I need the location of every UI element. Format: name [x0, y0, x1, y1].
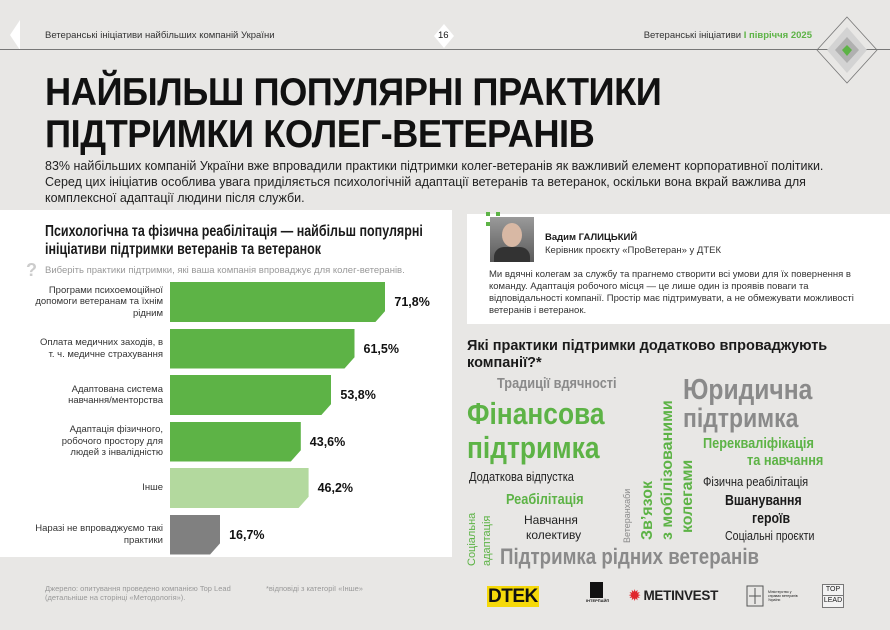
bar-label: Оплата медичних заходів, в т. ч. медичне… — [39, 337, 163, 360]
word: героїв — [752, 511, 791, 527]
word: Перекваліфікація — [703, 435, 814, 452]
interpipe-logo: ІНТЕРПАЙП — [586, 582, 609, 610]
word: Соціальна — [466, 512, 478, 566]
header-right: Ветеранські ініціативи І півріччя 2025 — [643, 30, 812, 41]
ministry-logo: Міністерство у справах ветеранів України — [745, 584, 798, 608]
bar-value: 61,5% — [363, 341, 399, 356]
word: Додаткова відпустка — [469, 469, 574, 484]
word: Юридична — [683, 374, 813, 406]
word: адаптація — [481, 515, 493, 566]
word: колегами — [679, 459, 696, 533]
diamond-logo-icon — [816, 16, 878, 84]
bar-label: Наразі не впроваджуємо такі практики — [35, 523, 163, 546]
word: Підтримка рідних ветеранів — [500, 544, 760, 569]
word: з мобілізованими — [659, 400, 676, 540]
toplead-logo: TOP LEAD — [822, 584, 844, 608]
bar — [170, 329, 355, 369]
bar — [170, 422, 301, 462]
bar — [170, 282, 385, 322]
bar — [170, 468, 309, 508]
chart-question: Виберіть практики підтримки, які ваша ко… — [45, 265, 405, 276]
word: Соціальні проєкти — [725, 529, 815, 543]
bar-value: 71,8% — [394, 295, 430, 309]
source-note: Джерело: опитування проведено компанією … — [45, 584, 231, 602]
word: Фізична реабілітація — [703, 474, 809, 489]
speaker-role: Керівник проєкту «ПроВетеран» у ДТЕК — [545, 245, 722, 256]
bar-label: Адаптована система навчання/менторства — [68, 383, 163, 407]
word: Зв’язок — [639, 481, 656, 540]
bar-value: 43,6% — [309, 434, 346, 449]
page-number-badge: 16 — [434, 24, 454, 48]
dtek-logo: DTEK — [487, 586, 539, 607]
quote-text: Ми вдячні колегам за службу та прагнемо … — [489, 269, 854, 316]
speaker-photo — [490, 217, 534, 262]
bar — [170, 515, 220, 555]
word: та навчання — [747, 452, 824, 469]
bar-label: Інше — [142, 482, 163, 494]
word: колективу — [526, 528, 582, 542]
quote-panel — [467, 214, 890, 324]
header-left: Ветеранські ініціативи найбільших компан… — [45, 30, 275, 41]
bar-label: Програми психоемоційної допомоги ветеран… — [35, 284, 163, 319]
page-title: НАЙБІЛЬШ ПОПУЛЯРНІ ПРАКТИКИ ПІДТРИМКИ КОЛ… — [45, 71, 662, 156]
wordcloud-title: Які практики підтримки додатково впровад… — [467, 338, 828, 371]
word: підтримка — [683, 403, 799, 433]
speaker-name: Вадим ГАЛИЦЬКИЙ — [545, 232, 638, 243]
page-number: 16 — [438, 30, 449, 41]
footnote: *відповіді з категорії «Інше» — [266, 584, 363, 593]
word: Реабілітація — [506, 491, 584, 508]
word: Вшанування — [725, 493, 802, 509]
header-divider — [0, 49, 890, 50]
back-arrow-icon[interactable] — [10, 20, 30, 50]
bar-value: 46,2% — [317, 481, 354, 495]
word: Навчання — [524, 513, 578, 527]
question-icon: ? — [26, 260, 37, 280]
metinvest-logo: ✹ METINVEST — [629, 588, 719, 603]
chart-title: Психологічна та фізична реабілітація — н… — [45, 223, 423, 258]
word: Ветеранхаби — [622, 488, 632, 543]
bar-value: 53,8% — [340, 388, 376, 402]
word: Фінансова — [467, 396, 605, 431]
intro-text: 83% найбільших компаній України вже впро… — [45, 159, 824, 205]
bar — [170, 375, 331, 415]
word: Традиції вдячності — [497, 375, 617, 392]
word: підтримка — [467, 430, 600, 465]
bar-value: 16,7% — [229, 527, 265, 542]
bar-label: Адаптація фізичного, робочого простору д… — [61, 424, 163, 459]
